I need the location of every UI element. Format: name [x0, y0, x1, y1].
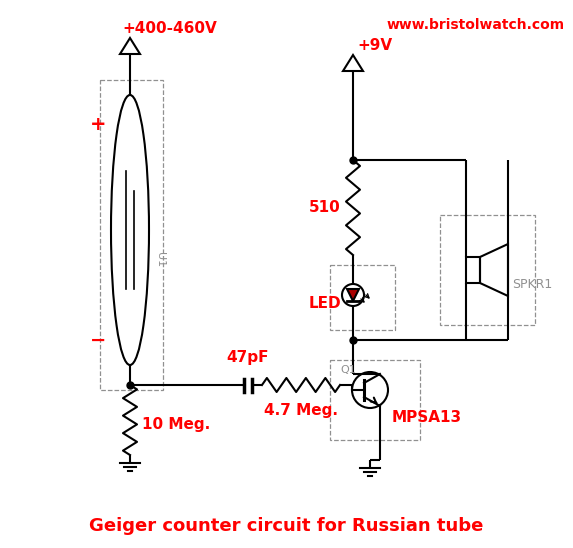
Bar — [330, 360, 420, 440]
Bar — [440, 215, 535, 325]
Text: 47pF: 47pF — [227, 350, 269, 365]
Text: MPSA13: MPSA13 — [392, 410, 462, 425]
Bar — [100, 80, 163, 390]
Text: −: − — [90, 330, 106, 350]
Bar — [330, 265, 395, 330]
Text: Q1: Q1 — [340, 365, 356, 375]
Polygon shape — [347, 289, 359, 301]
Text: +400-460V: +400-460V — [122, 21, 217, 36]
Text: +: + — [90, 116, 106, 134]
Text: SPKR1: SPKR1 — [512, 278, 552, 292]
Text: 10 Meg.: 10 Meg. — [142, 418, 210, 432]
Text: 4.7 Meg.: 4.7 Meg. — [264, 403, 338, 418]
Bar — [466, 257, 480, 283]
Text: +9V: +9V — [357, 38, 392, 53]
Text: LED: LED — [308, 295, 341, 311]
Text: 510: 510 — [309, 200, 341, 215]
Text: Geiger counter circuit for Russian tube: Geiger counter circuit for Russian tube — [89, 517, 483, 535]
Text: www.bristolwatch.com: www.bristolwatch.com — [387, 18, 565, 32]
Text: U1: U1 — [155, 253, 165, 267]
